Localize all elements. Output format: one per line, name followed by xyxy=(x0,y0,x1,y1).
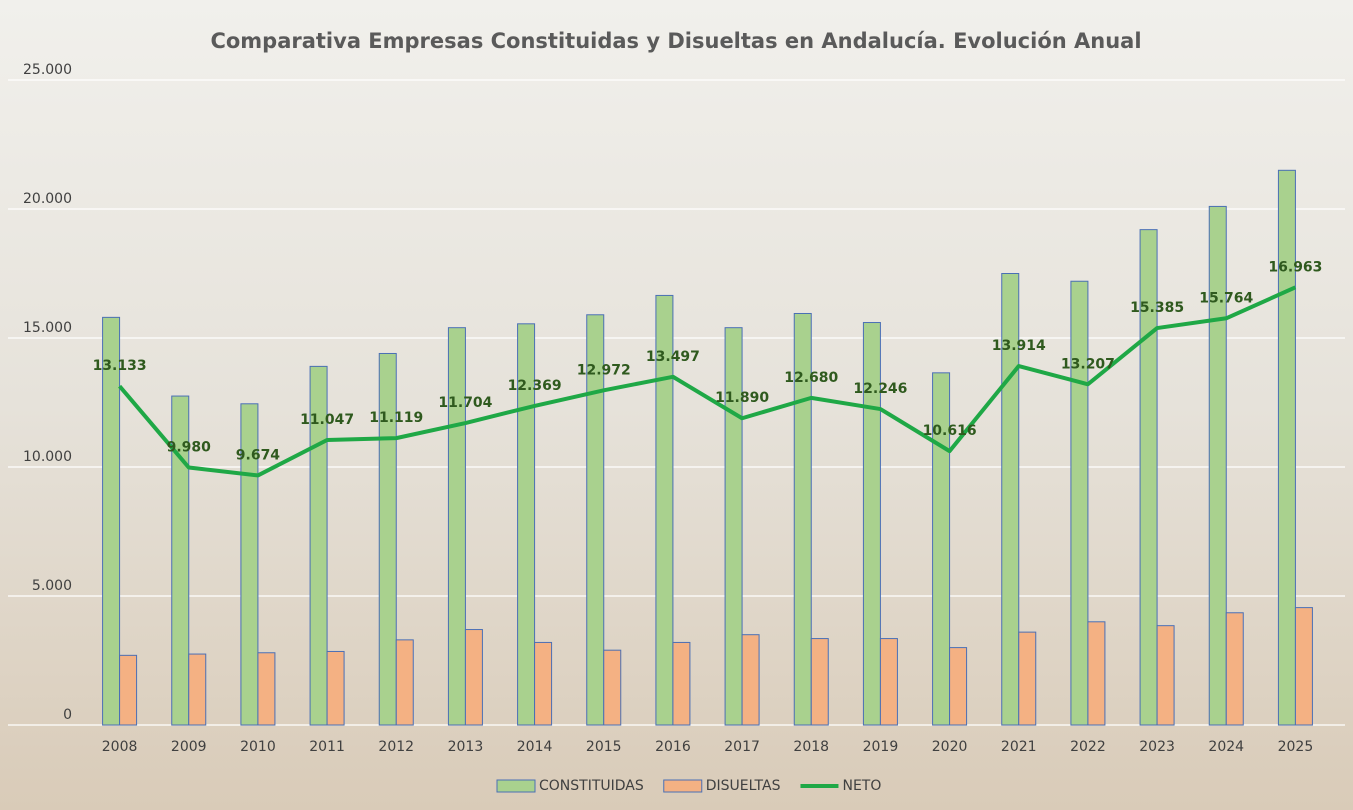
x-tick-label: 2018 xyxy=(793,739,829,755)
data-label: 12.680 xyxy=(784,370,838,386)
bar xyxy=(1278,170,1295,725)
data-label: 15.764 xyxy=(1199,290,1253,306)
data-label: 11.704 xyxy=(438,395,492,411)
bar xyxy=(880,639,897,725)
data-label: 13.914 xyxy=(992,338,1046,354)
chart-title: Comparativa Empresas Constituidas y Disu… xyxy=(210,29,1141,53)
bar xyxy=(189,654,206,725)
x-tick-label: 2013 xyxy=(448,739,484,755)
y-tick-label: 25.000 xyxy=(23,62,72,78)
data-label: 11.119 xyxy=(369,410,423,426)
legend-swatch xyxy=(497,780,535,792)
x-tick-label: 2019 xyxy=(863,739,899,755)
x-tick-label: 2014 xyxy=(517,739,553,755)
x-tick-label: 2021 xyxy=(1001,739,1037,755)
bar xyxy=(448,328,465,725)
data-label: 11.890 xyxy=(715,390,769,406)
bar xyxy=(673,642,690,725)
data-label: 13.497 xyxy=(646,349,700,365)
legend-label: DISUELTAS xyxy=(706,778,781,794)
x-tick-label: 2025 xyxy=(1278,739,1314,755)
data-label: 12.972 xyxy=(577,362,631,378)
x-tick-label: 2016 xyxy=(655,739,691,755)
y-tick-label: 20.000 xyxy=(23,191,72,207)
bar xyxy=(120,655,137,725)
y-tick-label: 5.000 xyxy=(32,578,72,594)
data-label: 10.616 xyxy=(923,423,977,439)
x-tick-label: 2024 xyxy=(1208,739,1244,755)
data-label: 13.133 xyxy=(93,358,147,374)
bar xyxy=(1295,608,1312,725)
bar xyxy=(465,630,482,725)
bar xyxy=(725,328,742,725)
data-label: 15.385 xyxy=(1130,300,1184,316)
x-tick-label: 2011 xyxy=(309,739,345,755)
bar xyxy=(1157,626,1174,725)
x-tick-label: 2012 xyxy=(378,739,414,755)
chart: Comparativa Empresas Constituidas y Disu… xyxy=(0,0,1353,810)
y-tick-label: 10.000 xyxy=(23,449,72,465)
bar xyxy=(396,640,413,725)
bar xyxy=(742,635,759,725)
x-tick-label: 2023 xyxy=(1139,739,1175,755)
data-label: 12.369 xyxy=(508,378,562,394)
bar xyxy=(1226,613,1243,725)
bar xyxy=(327,651,344,725)
y-tick-label: 0 xyxy=(63,707,72,723)
x-tick-label: 2009 xyxy=(171,739,207,755)
data-label: 12.246 xyxy=(853,381,907,397)
bar xyxy=(1019,632,1036,725)
y-tick-label: 15.000 xyxy=(23,320,72,336)
x-tick-label: 2017 xyxy=(724,739,760,755)
x-tick-label: 2020 xyxy=(932,739,968,755)
data-label: 11.047 xyxy=(300,412,354,428)
x-tick-label: 2010 xyxy=(240,739,276,755)
data-label: 16.963 xyxy=(1268,259,1322,275)
bar xyxy=(811,639,828,725)
x-tick-label: 2008 xyxy=(102,739,138,755)
bar xyxy=(1209,206,1226,725)
legend-swatch xyxy=(664,780,702,792)
x-tick-label: 2015 xyxy=(586,739,622,755)
bar xyxy=(604,650,621,725)
x-tick-label: 2022 xyxy=(1070,739,1106,755)
legend-label: NETO xyxy=(842,778,881,794)
data-label: 9.674 xyxy=(236,447,281,463)
data-label: 13.207 xyxy=(1061,356,1115,372)
bar xyxy=(103,317,120,725)
bar xyxy=(1071,281,1088,725)
legend-label: CONSTITUIDAS xyxy=(539,778,644,794)
bar xyxy=(1088,622,1105,725)
data-label: 9.980 xyxy=(167,440,212,456)
bar xyxy=(258,653,275,725)
bar xyxy=(950,648,967,725)
bar xyxy=(535,642,552,725)
